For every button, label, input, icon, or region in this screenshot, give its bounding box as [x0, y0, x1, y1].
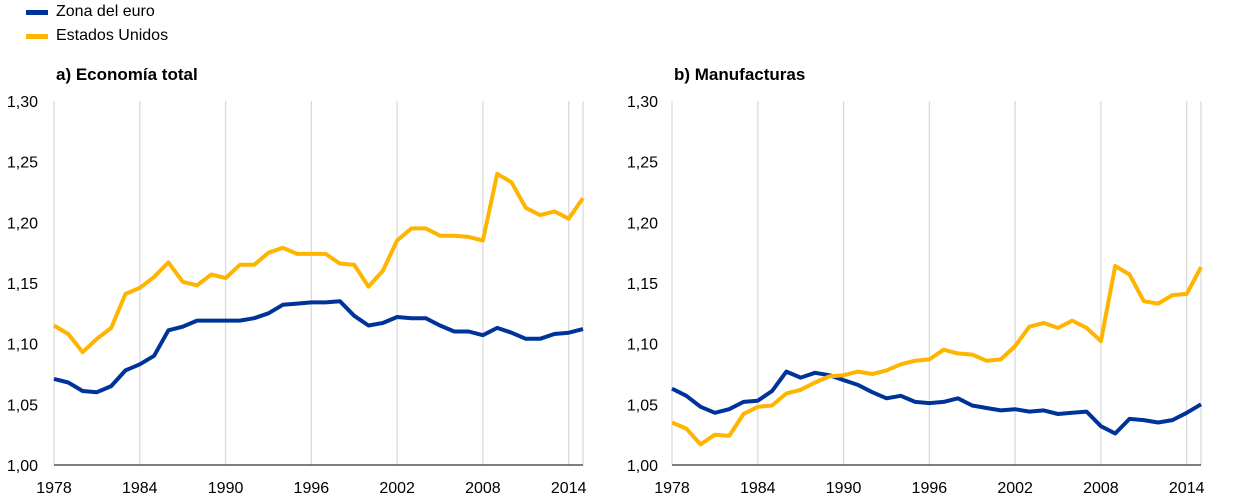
y-tick-label: 1,00	[7, 458, 38, 475]
y-tick-label: 1,20	[7, 215, 38, 232]
chart-panel-0: a) Economía total 1,00 1,05 1,10 1,15 1,20 1,2…	[7, 65, 587, 497]
x-tick-label: 1996	[912, 480, 948, 497]
x-tick-label: 1978	[36, 480, 72, 497]
series-line-estados-unidos	[52, 171, 585, 355]
x-tick-label: 2008	[465, 480, 501, 497]
y-tick-label: 1,25	[627, 155, 658, 172]
y-tick-label: 1,25	[7, 155, 38, 172]
x-tick-label: 1990	[208, 480, 244, 497]
x-tick-label: 2014	[1169, 480, 1205, 497]
legend-label: Zona del euro	[56, 3, 155, 20]
chart-title: a) Economía total	[56, 65, 198, 84]
y-tick-label: 1,20	[627, 215, 658, 232]
x-tick-label: 1996	[294, 480, 330, 497]
series-line-zona-del-euro	[671, 369, 1203, 436]
x-tick-label: 2008	[1083, 480, 1119, 497]
y-tick-label: 1,00	[627, 458, 658, 475]
x-tick-label: 2002	[379, 480, 415, 497]
y-tick-label: 1,30	[627, 94, 658, 111]
legend-item-estados-unidos: Estados Unidos	[26, 24, 168, 48]
x-tick-label: 2014	[551, 480, 587, 497]
series-line-estados-unidos	[671, 264, 1203, 447]
x-tick-label: 1978	[654, 480, 690, 497]
legend-swatch-zona-del-euro	[26, 9, 48, 15]
x-tick-label: 1984	[740, 480, 776, 497]
y-tick-label: 1,15	[7, 276, 38, 293]
series-line-zona-del-euro	[53, 299, 584, 395]
legend-item-zona-del-euro: Zona del euro	[26, 0, 168, 24]
chart-title: b) Manufacturas	[674, 65, 805, 84]
legend: Zona del euro Estados Unidos	[26, 0, 168, 48]
legend-swatch-estados-unidos	[26, 33, 48, 39]
y-tick-label: 1,30	[7, 94, 38, 111]
legend-label: Estados Unidos	[56, 27, 169, 44]
y-tick-label: 1,05	[627, 397, 658, 414]
y-tick-label: 1,15	[627, 276, 658, 293]
x-tick-label: 1990	[826, 480, 862, 497]
y-tick-label: 1,10	[627, 337, 658, 354]
y-tick-label: 1,10	[7, 337, 38, 354]
chart-panel-1: b) Manufacturas 1,00 1,05 1,10 1,15 1,20 1,25 1…	[627, 65, 1205, 497]
x-tick-label: 2002	[997, 480, 1033, 497]
x-tick-label: 1984	[122, 480, 158, 497]
y-tick-label: 1,05	[7, 397, 38, 414]
